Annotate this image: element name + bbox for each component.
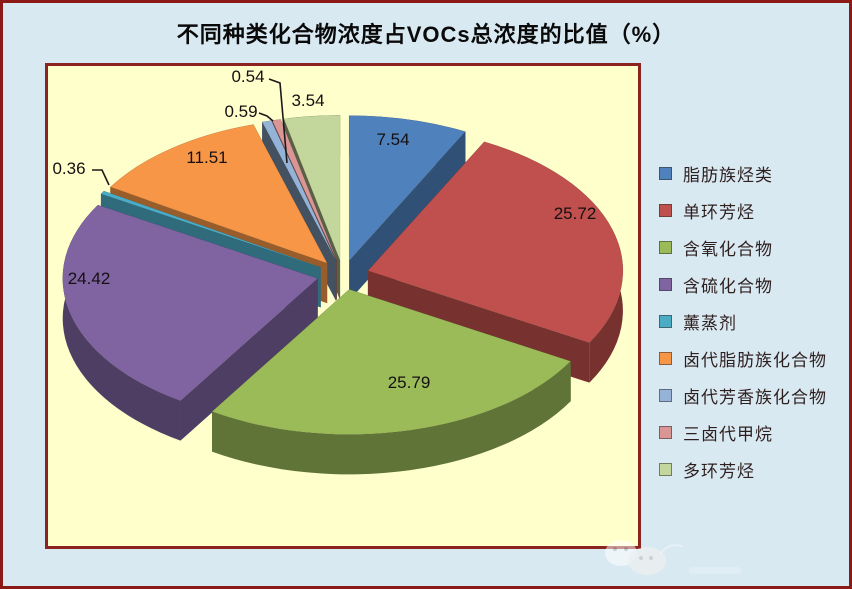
legend-label: 含硫化合物: [683, 277, 773, 296]
data-label: 0.36: [52, 159, 86, 178]
legend-item: 多环芳烃: [659, 451, 849, 488]
data-label: 0.54: [231, 67, 265, 86]
data-label: 25.79: [387, 373, 431, 392]
legend-color-swatch: [659, 352, 672, 365]
legend-label: 单环芳烃: [683, 203, 755, 222]
legend-label: 薰蒸剂: [683, 314, 737, 333]
legend-label: 含氧化合物: [683, 240, 773, 259]
legend-color-swatch: [659, 278, 672, 291]
legend-item: 薰蒸剂: [659, 303, 849, 340]
chart-title: 不同种类化合物浓度占VOCs总浓度的比值（%）: [176, 22, 676, 47]
data-label: 11.51: [186, 148, 228, 167]
legend-color-swatch: [659, 426, 672, 439]
legend-color-swatch: [659, 204, 672, 217]
legend-label: 三卤代甲烷: [683, 425, 773, 444]
legend-color-swatch: [659, 315, 672, 328]
legend-color-swatch: [659, 167, 672, 180]
legend-label: 脂肪族烃类: [683, 166, 773, 185]
data-label: 7.54: [376, 130, 410, 149]
legend-item: 三卤代甲烷: [659, 414, 849, 451]
legend-item: 含氧化合物: [659, 229, 849, 266]
legend-color-swatch: [659, 463, 672, 476]
legend-color-swatch: [659, 389, 672, 402]
data-label: 25.72: [553, 204, 597, 223]
legend-item: 单环芳烃: [659, 192, 849, 229]
legend-item: 卤代芳香族化合物: [659, 377, 849, 414]
data-label: 0.59: [224, 102, 258, 121]
legend-label: 卤代芳香族化合物: [683, 388, 827, 407]
legend-item: 卤代脂肪族化合物: [659, 340, 849, 377]
data-label: 24.42: [67, 269, 111, 288]
legend: 脂肪族烃类单环芳烃含氧化合物含硫化合物薰蒸剂卤代脂肪族化合物 卤代芳香族化合物 三卤…: [659, 155, 849, 488]
legend-item: 含硫化合物: [659, 266, 849, 303]
legend-color-swatch: [659, 241, 672, 254]
legend-label: 卤代脂肪族化合物: [683, 351, 827, 370]
legend-item: 脂肪族烃类: [659, 155, 849, 192]
plot-area: [45, 63, 641, 549]
legend-label: 多环芳烃: [683, 462, 755, 481]
data-label: 3.54: [291, 91, 325, 110]
